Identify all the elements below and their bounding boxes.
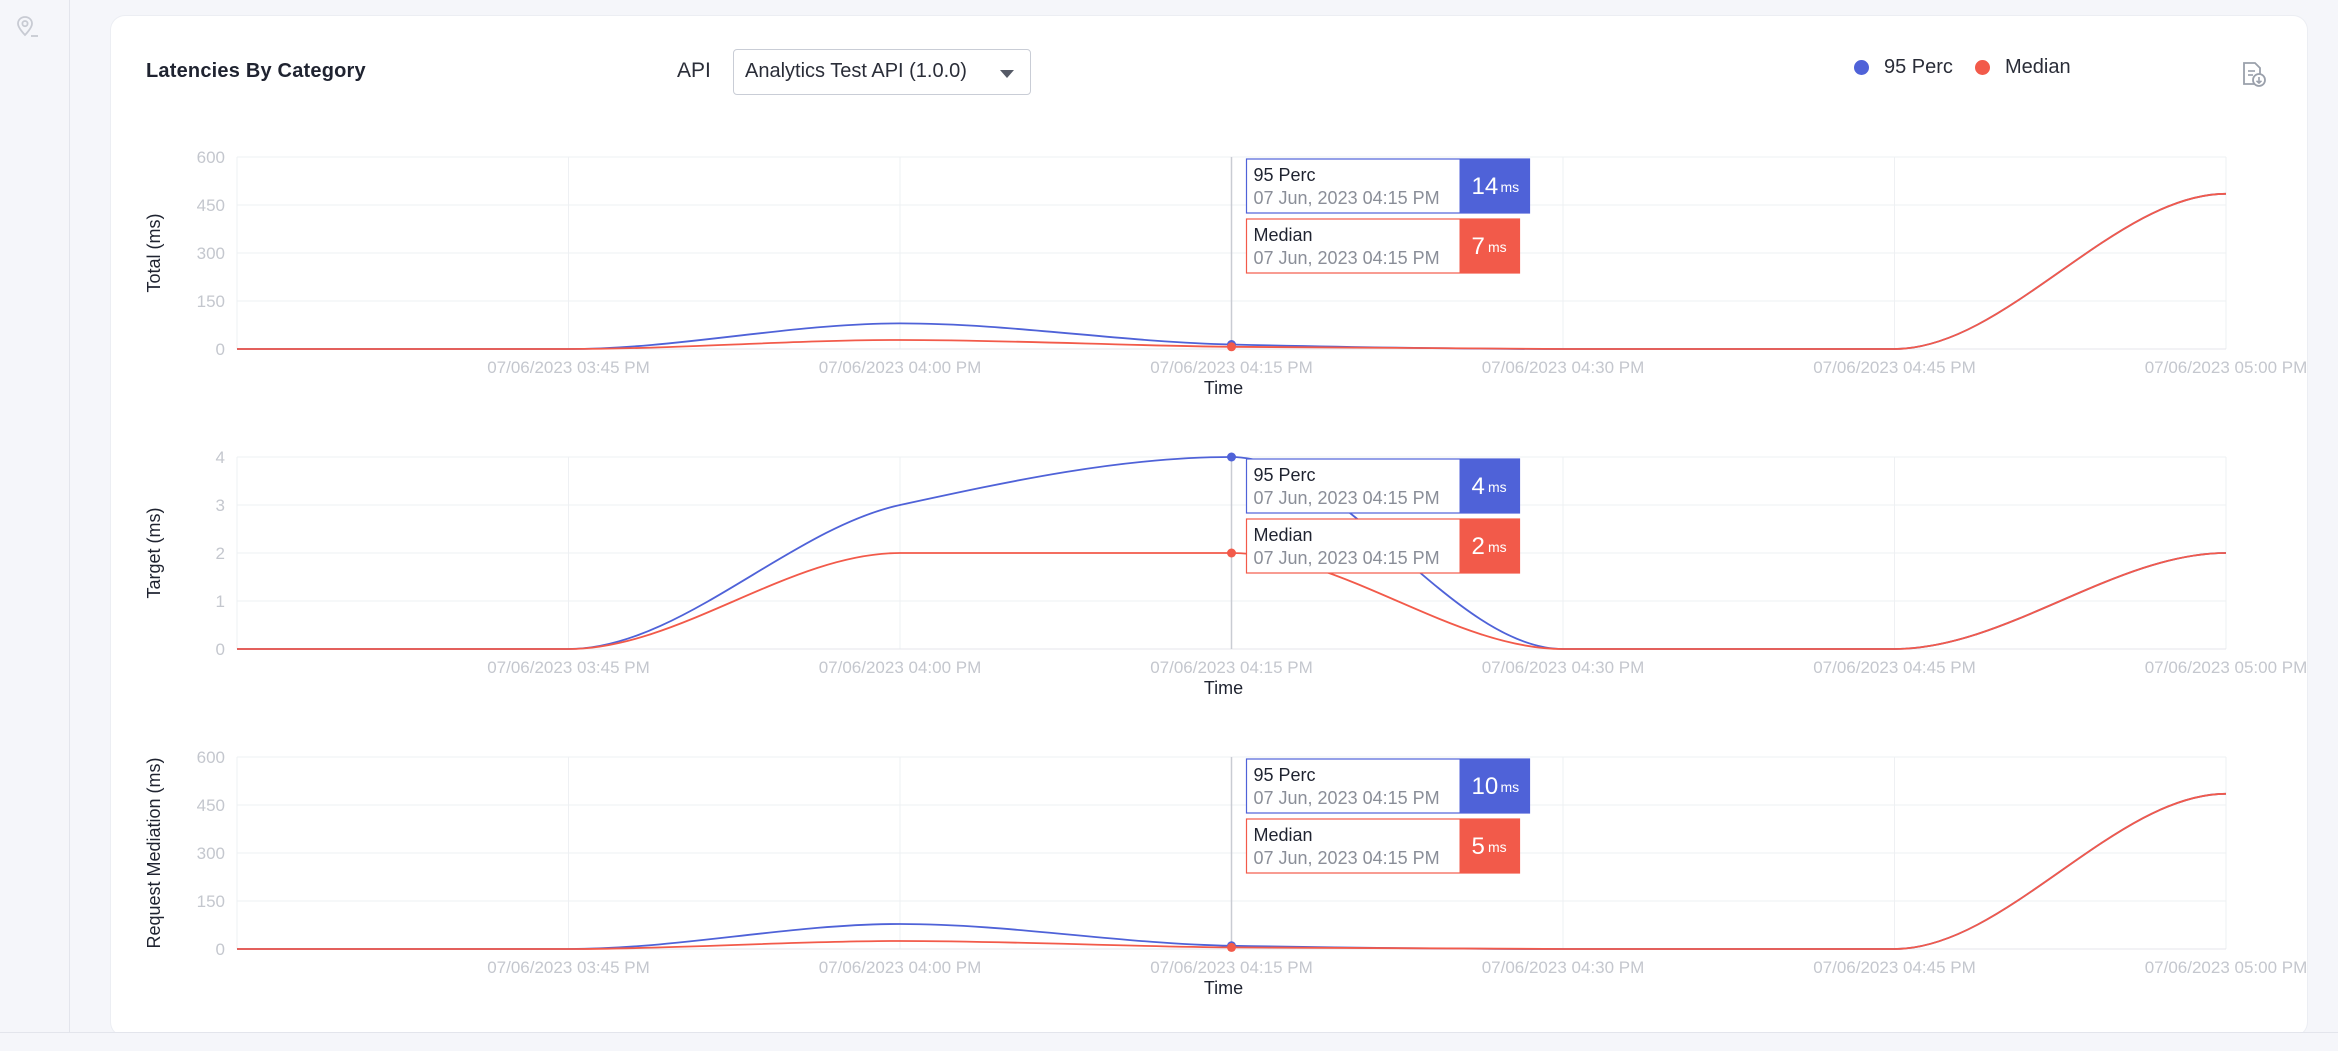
tooltip-value-badge <box>1459 219 1520 273</box>
x-tick-label: 07/06/2023 05:00 PM <box>2145 958 2308 977</box>
caret-down-icon <box>1000 70 1014 78</box>
api-label: API <box>677 59 711 82</box>
x-tick-label: 07/06/2023 04:45 PM <box>1813 358 1976 377</box>
tooltip-unit: ms <box>1501 179 1520 195</box>
x-tick-label: 07/06/2023 03:45 PM <box>487 358 650 377</box>
x-tick-label: 07/06/2023 04:00 PM <box>819 658 982 677</box>
tooltip-series-name: Median <box>1254 825 1313 845</box>
x-tick-label: 07/06/2023 05:00 PM <box>2145 358 2308 377</box>
tooltip-time: 07 Jun, 2023 04:15 PM <box>1254 788 1440 808</box>
latencies-card <box>111 16 2307 1036</box>
y-axis-title: Request Mediation (ms) <box>144 757 164 948</box>
y-tick-label: 0 <box>216 340 225 359</box>
y-tick-label: 1 <box>216 592 225 611</box>
x-tick-label: 07/06/2023 04:00 PM <box>819 958 982 977</box>
api-select-value: Analytics Test API (1.0.0) <box>745 60 967 82</box>
tooltip-unit: ms <box>1488 839 1507 855</box>
hover-point <box>1227 342 1236 352</box>
export-document-icon[interactable] <box>2240 60 2266 88</box>
hover-point <box>1227 942 1236 952</box>
page-title: Latencies By Category <box>146 60 366 82</box>
legend-label-95-perc: 95 Perc <box>1884 56 1953 78</box>
legend-label-median: Median <box>2005 56 2071 78</box>
tooltip-unit: ms <box>1501 779 1520 795</box>
tooltip-value: 7 <box>1472 233 1485 260</box>
x-tick-label: 07/06/2023 04:30 PM <box>1482 658 1645 677</box>
tooltip-time: 07 Jun, 2023 04:15 PM <box>1254 548 1440 568</box>
x-tick-label: 07/06/2023 05:00 PM <box>2145 658 2308 677</box>
tooltip-value-badge <box>1459 819 1520 873</box>
y-tick-label: 0 <box>216 640 225 659</box>
x-axis-title: Time <box>1204 678 1243 698</box>
y-tick-label: 300 <box>197 244 225 263</box>
left-rail <box>0 0 70 1050</box>
hover-point <box>1227 452 1236 462</box>
y-tick-label: 600 <box>197 748 225 767</box>
tooltip-unit: ms <box>1488 539 1507 555</box>
bottom-bar <box>0 1032 2338 1051</box>
y-tick-label: 600 <box>197 148 225 167</box>
x-tick-label: 07/06/2023 04:15 PM <box>1150 658 1313 677</box>
tooltip-series-name: Median <box>1254 225 1313 245</box>
x-tick-label: 07/06/2023 03:45 PM <box>487 658 650 677</box>
x-axis-title: Time <box>1204 378 1243 398</box>
tooltip-series-name: 95 Perc <box>1254 165 1316 185</box>
y-tick-label: 300 <box>197 844 225 863</box>
x-tick-label: 07/06/2023 04:00 PM <box>819 358 982 377</box>
tooltip-value-badge <box>1459 159 1530 213</box>
x-tick-label: 07/06/2023 04:30 PM <box>1482 358 1645 377</box>
tooltip-series-name: 95 Perc <box>1254 465 1316 485</box>
location-pin-icon[interactable] <box>14 14 40 40</box>
y-tick-label: 150 <box>197 292 225 311</box>
tooltip-unit: ms <box>1488 479 1507 495</box>
y-tick-label: 450 <box>197 196 225 215</box>
legend-dot-median <box>1975 60 1990 75</box>
tooltip-value-badge <box>1459 459 1520 513</box>
y-axis-title: Total (ms) <box>144 213 164 292</box>
x-axis-title: Time <box>1204 978 1243 998</box>
y-tick-label: 0 <box>216 940 225 959</box>
tooltip-value: 14 <box>1472 173 1499 200</box>
tooltip-value-badge <box>1459 519 1520 573</box>
y-tick-label: 150 <box>197 892 225 911</box>
y-tick-label: 2 <box>216 544 225 563</box>
x-tick-label: 07/06/2023 04:30 PM <box>1482 958 1645 977</box>
x-tick-label: 07/06/2023 04:15 PM <box>1150 358 1313 377</box>
tooltip-series-name: 95 Perc <box>1254 765 1316 785</box>
tooltip-unit: ms <box>1488 239 1507 255</box>
hover-point <box>1227 548 1236 558</box>
tooltip-value: 10 <box>1472 773 1499 800</box>
tooltip-value: 4 <box>1472 473 1485 500</box>
tooltip-time: 07 Jun, 2023 04:15 PM <box>1254 488 1440 508</box>
tooltip-value: 2 <box>1472 533 1485 560</box>
x-tick-label: 07/06/2023 04:15 PM <box>1150 958 1313 977</box>
tooltip-time: 07 Jun, 2023 04:15 PM <box>1254 248 1440 268</box>
tooltip-time: 07 Jun, 2023 04:15 PM <box>1254 188 1440 208</box>
x-tick-label: 07/06/2023 04:45 PM <box>1813 658 1976 677</box>
y-tick-label: 450 <box>197 796 225 815</box>
tooltip-value-badge <box>1459 759 1530 813</box>
tooltip-time: 07 Jun, 2023 04:15 PM <box>1254 848 1440 868</box>
y-tick-label: 3 <box>216 496 225 515</box>
tooltip-series-name: Median <box>1254 525 1313 545</box>
legend-dot-95-perc <box>1854 60 1869 75</box>
y-axis-title: Target (ms) <box>144 507 164 598</box>
api-select[interactable]: Analytics Test API (1.0.0) <box>733 49 1031 95</box>
y-tick-label: 4 <box>216 448 225 467</box>
x-tick-label: 07/06/2023 03:45 PM <box>487 958 650 977</box>
tooltip-value: 5 <box>1472 833 1485 860</box>
x-tick-label: 07/06/2023 04:45 PM <box>1813 958 1976 977</box>
